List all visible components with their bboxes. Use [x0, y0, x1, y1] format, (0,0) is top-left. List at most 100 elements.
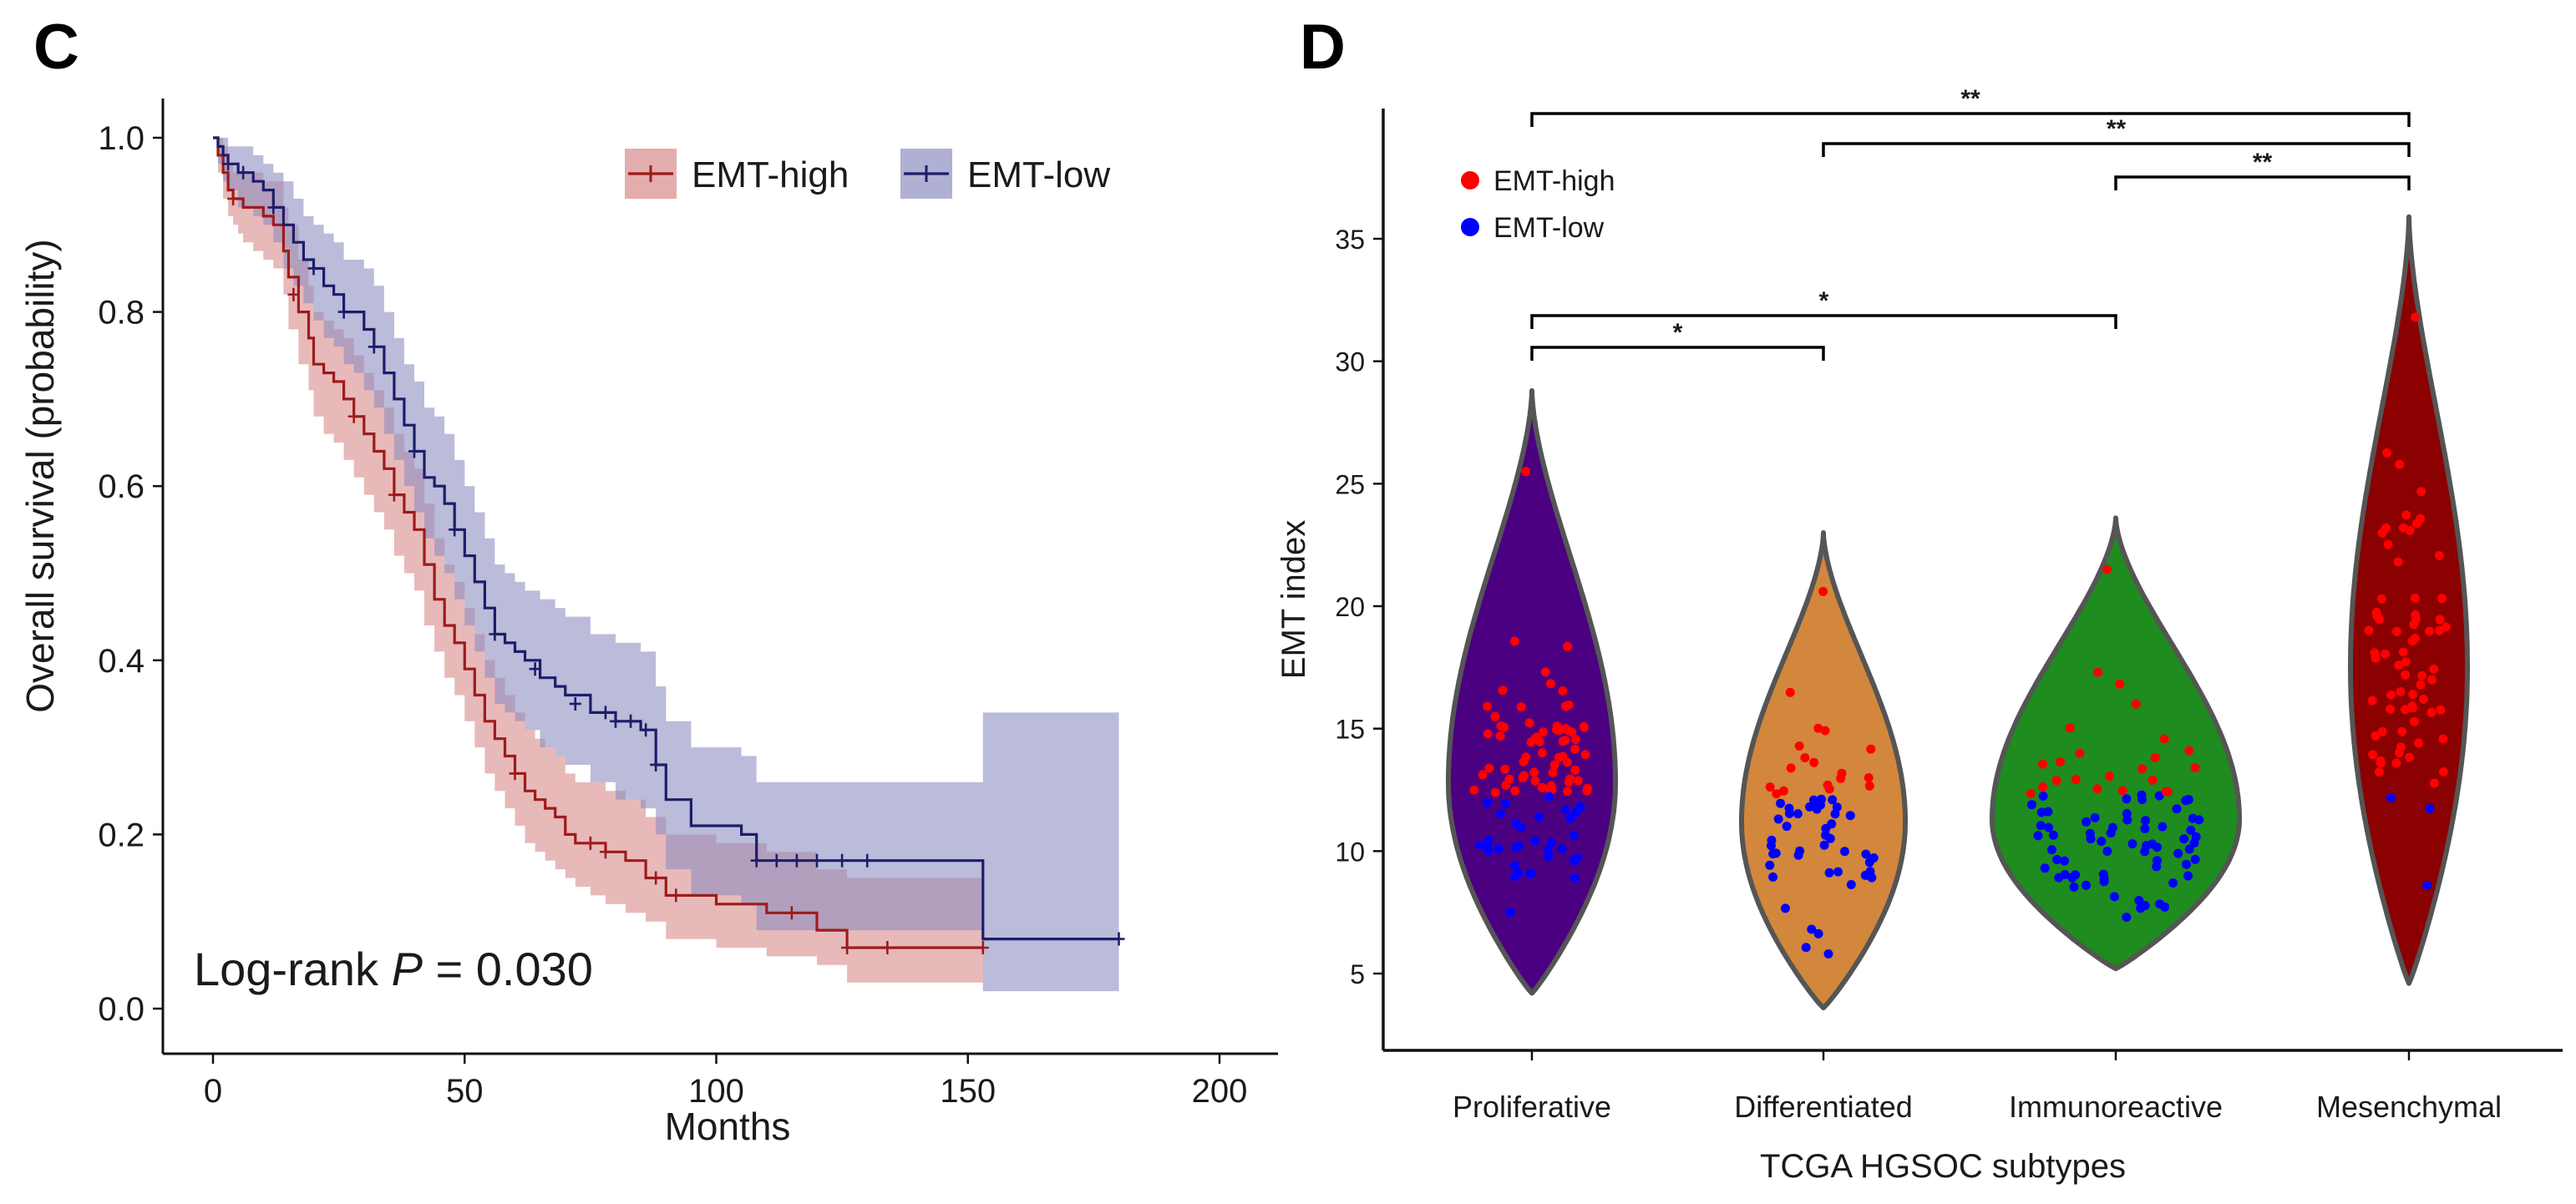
point-mesenchymal [2398, 523, 2408, 533]
panel-label-d: D [1300, 12, 1346, 83]
point-proliferative [1544, 792, 1554, 802]
point-immunoreactive [2184, 844, 2194, 854]
point-proliferative [1534, 812, 1544, 822]
point-differentiated [1860, 870, 1870, 880]
point-proliferative [1570, 765, 1580, 775]
point-proliferative [1490, 711, 1500, 721]
point-proliferative [1580, 722, 1590, 732]
point-proliferative [1563, 787, 1573, 797]
point-immunoreactive [2102, 847, 2112, 856]
point-mesenchymal [2368, 750, 2378, 760]
point-immunoreactive [2082, 880, 2091, 890]
point-mesenchymal [2386, 704, 2396, 714]
point-proliferative [1582, 786, 1592, 796]
point-differentiated [1778, 786, 1788, 796]
point-proliferative [1571, 807, 1581, 817]
significance-label: * [1819, 287, 1829, 315]
violin-y-tick-label: 5 [1350, 959, 1365, 989]
point-differentiated [1821, 830, 1831, 840]
violin-y-tick-label: 35 [1335, 225, 1365, 255]
point-immunoreactive [2127, 839, 2137, 849]
censor-emt-low [569, 696, 581, 711]
censor-emt-high [227, 192, 240, 206]
censor-emt-low [625, 714, 637, 728]
violin-mesenchymal [2348, 214, 2470, 986]
point-immunoreactive [2117, 786, 2127, 796]
censor-emt-low [529, 662, 541, 676]
point-differentiated [1805, 802, 1814, 812]
point-proliferative [1498, 685, 1508, 696]
category-label-mesenchymal: Mesenchymal [2316, 1090, 2502, 1124]
point-proliferative [1526, 737, 1536, 747]
violin-ticks: 5 10 15 20 25 30 35 Proliferative Differentiated… [1335, 225, 2502, 1124]
point-proliferative [1570, 735, 1580, 745]
point-immunoreactive [2060, 856, 2069, 866]
violin-points [1469, 312, 2451, 959]
point-differentiated [1813, 928, 1823, 938]
point-proliferative [1524, 718, 1534, 728]
point-proliferative [1567, 727, 1577, 737]
survival-y-tick-label: 0.8 [98, 295, 145, 331]
category-label-immunoreactive: Immunoreactive [2009, 1090, 2223, 1124]
survival-y-tick-label: 0.0 [98, 991, 145, 1028]
censor-emt-high [670, 888, 682, 903]
point-mesenchymal [2395, 748, 2404, 758]
point-immunoreactive [2137, 790, 2147, 800]
point-proliferative [1573, 776, 1583, 786]
point-mesenchymal [2394, 660, 2404, 670]
point-differentiated [1861, 849, 1871, 859]
point-immunoreactive [2056, 757, 2066, 766]
point-proliferative [1537, 748, 1547, 758]
point-mesenchymal [2397, 726, 2407, 736]
survival-y-tick-label: 0.4 [98, 643, 145, 680]
point-differentiated [1869, 853, 1879, 863]
point-differentiated [1817, 794, 1826, 804]
point-proliferative [1558, 736, 1568, 746]
point-proliferative [1569, 873, 1580, 883]
point-mesenchymal [2375, 615, 2385, 625]
survival-x-tick-label: 50 [446, 1073, 484, 1110]
point-proliferative [1475, 840, 1485, 850]
point-differentiated [1809, 757, 1819, 767]
point-proliferative [1469, 785, 1479, 795]
point-immunoreactive [2186, 825, 2196, 835]
point-mesenchymal [2383, 539, 2393, 549]
point-mesenchymal [2416, 513, 2426, 524]
censor-emt-low [610, 714, 621, 728]
censor-emt-high [976, 940, 989, 954]
point-differentiated [1808, 795, 1818, 805]
point-mesenchymal [2411, 312, 2421, 322]
point-immunoreactive [2155, 899, 2165, 909]
category-label-proliferative: Proliferative [1453, 1090, 1611, 1124]
point-proliferative [1564, 700, 1574, 710]
point-mesenchymal [2405, 752, 2415, 762]
point-mesenchymal [2426, 707, 2437, 717]
point-immunoreactive [2090, 812, 2100, 822]
censor-emt-high [650, 871, 662, 885]
censor-emt-low [408, 444, 420, 458]
censor-emt-high [841, 940, 854, 954]
point-immunoreactive [2052, 855, 2062, 864]
survival-ticks: 0 50 100 150 200 0.0 0.2 0.4 0.6 0.8 1.0 [98, 120, 1247, 1110]
censor-emt-low [222, 157, 235, 171]
legend-label-emt-low: EMT-low [967, 154, 1110, 195]
point-mesenchymal [2381, 649, 2391, 659]
point-mesenchymal [2371, 654, 2381, 663]
violin-differentiated [1739, 530, 1908, 1011]
point-immunoreactive [2038, 759, 2048, 769]
point-immunoreactive [2038, 792, 2048, 801]
point-immunoreactive [2082, 817, 2092, 827]
point-proliferative [1500, 798, 1510, 808]
point-immunoreactive [2148, 775, 2158, 785]
point-mesenchymal [2425, 804, 2435, 813]
point-immunoreactive [2194, 815, 2204, 825]
point-mesenchymal [2414, 738, 2423, 748]
censor-emt-low [861, 853, 874, 868]
point-differentiated [1818, 586, 1828, 596]
censor-emt-low [750, 853, 763, 868]
point-immunoreactive [2099, 877, 2109, 887]
censor-emt-low [1113, 932, 1125, 946]
survival-x-tick-label: 100 [688, 1073, 744, 1110]
point-proliferative [1478, 770, 1488, 780]
point-mesenchymal [2434, 551, 2444, 560]
